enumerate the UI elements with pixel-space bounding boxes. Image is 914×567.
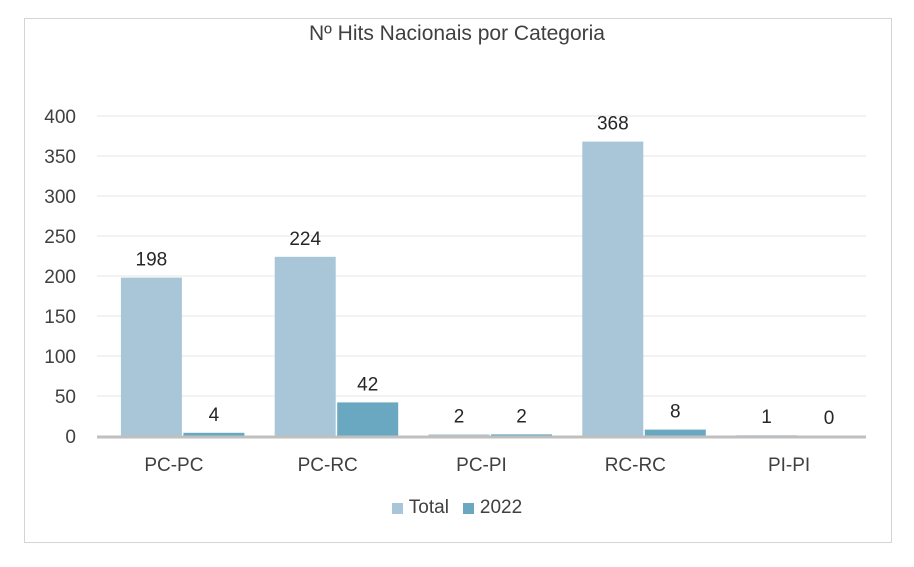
data-label: 2 [454,406,465,427]
bars [120,141,798,436]
data-label: 0 [824,408,835,429]
y-tick-label: 250 [44,227,76,248]
x-tick-label: PC-PC [144,455,203,476]
x-axis: PC-PC PC-RC PC-PI RC-RC PI-PI [97,435,866,476]
y-tick-label: 150 [44,307,76,328]
data-label: 368 [597,114,629,135]
data-labels: 198 4 224 42 2 2 368 8 1 0 [136,114,835,429]
y-tick-label: 200 [44,267,76,288]
bar-2022-pc-pc [183,432,245,436]
bar-total-rc-rc [582,141,644,436]
data-label: 4 [209,405,220,426]
data-label: 8 [670,402,681,423]
gridlines [97,115,866,397]
y-tick-label: 350 [44,147,76,168]
legend-swatch-2022 [462,502,474,514]
legend-swatch-total [391,502,403,514]
legend: Total 2022 [0,497,914,519]
data-label: 1 [761,407,772,428]
data-label: 2 [516,406,527,427]
y-tick-label: 50 [55,387,76,408]
data-label: 224 [289,229,321,250]
legend-item-2022: 2022 [462,497,523,519]
y-tick-label: 300 [44,187,76,208]
x-tick-label: PI-PI [768,455,810,476]
bar-total-pc-pi [428,434,490,436]
x-tick-label: PC-PI [456,455,507,476]
data-label: 198 [136,250,168,271]
bar-2022-pc-pi [491,434,552,436]
x-tick-label: RC-RC [605,455,666,476]
legend-label-total: Total [408,497,449,518]
legend-label-2022: 2022 [479,497,523,518]
y-axis: 0 50 100 150 200 250 300 350 400 [44,107,76,448]
y-tick-label: 400 [44,107,76,128]
data-label: 42 [357,374,378,395]
bar-2022-pc-rc [337,402,399,436]
chart-title: Nº Hits Nacionais por Categoria [309,22,605,45]
legend-item-total: Total [391,497,449,519]
y-tick-label: 0 [65,427,76,448]
y-tick-label: 100 [44,347,76,368]
bar-total-pc-rc [274,256,336,436]
x-tick-label: PC-RC [298,455,358,476]
bar-total-pc-pc [120,277,182,436]
bar-2022-rc-rc [644,429,706,436]
